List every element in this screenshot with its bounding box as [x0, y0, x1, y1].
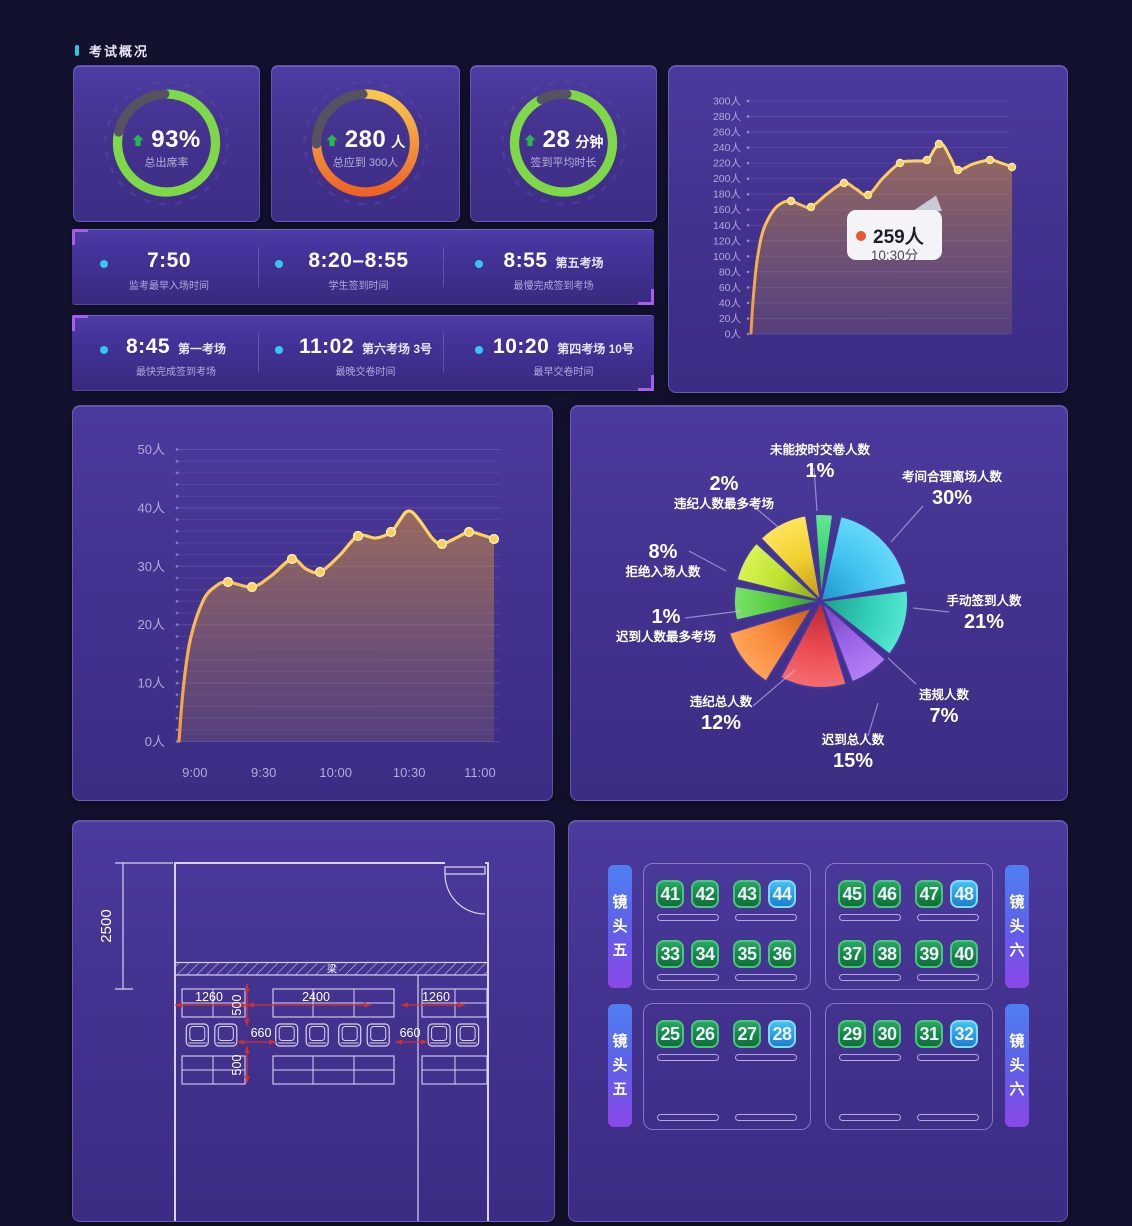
svg-text:40人: 40人	[138, 500, 165, 515]
svg-text:10人: 10人	[138, 676, 165, 691]
svg-text:200人: 200人	[713, 173, 742, 185]
svg-text:梁: 梁	[327, 963, 337, 976]
svg-text:2500: 2500	[98, 909, 115, 942]
svg-text:10:00: 10:00	[319, 765, 352, 780]
svg-text:660: 660	[251, 1026, 272, 1040]
svg-text:1260: 1260	[195, 990, 223, 1004]
svg-text:220人: 220人	[713, 158, 742, 170]
svg-text:1260: 1260	[422, 990, 450, 1004]
svg-text:50人: 50人	[138, 442, 165, 457]
svg-text:160人: 160人	[713, 204, 742, 216]
svg-text:9:30: 9:30	[251, 765, 276, 780]
svg-text:20人: 20人	[138, 617, 165, 632]
svg-text:280人: 280人	[713, 111, 742, 123]
svg-text:300人: 300人	[713, 96, 742, 108]
svg-text:100人: 100人	[713, 251, 742, 263]
svg-text:500: 500	[230, 1055, 244, 1076]
svg-text:140人: 140人	[713, 220, 742, 232]
svg-text:11:00: 11:00	[464, 765, 496, 780]
svg-text:60人: 60人	[719, 282, 742, 294]
svg-text:30人: 30人	[138, 559, 165, 574]
svg-text:9:00: 9:00	[182, 765, 207, 780]
svg-text:80人: 80人	[719, 266, 742, 278]
svg-text:660: 660	[400, 1026, 421, 1040]
svg-text:120人: 120人	[713, 235, 742, 247]
svg-text:20人: 20人	[719, 313, 742, 325]
svg-text:180人: 180人	[713, 189, 742, 201]
svg-text:0人: 0人	[145, 734, 165, 749]
svg-text:240人: 240人	[713, 142, 742, 154]
svg-text:500: 500	[230, 995, 244, 1016]
svg-text:0人: 0人	[725, 329, 742, 341]
svg-text:2400: 2400	[302, 990, 330, 1004]
svg-text:40人: 40人	[719, 297, 742, 309]
svg-text:260人: 260人	[713, 127, 742, 139]
svg-text:10:30: 10:30	[393, 765, 426, 780]
